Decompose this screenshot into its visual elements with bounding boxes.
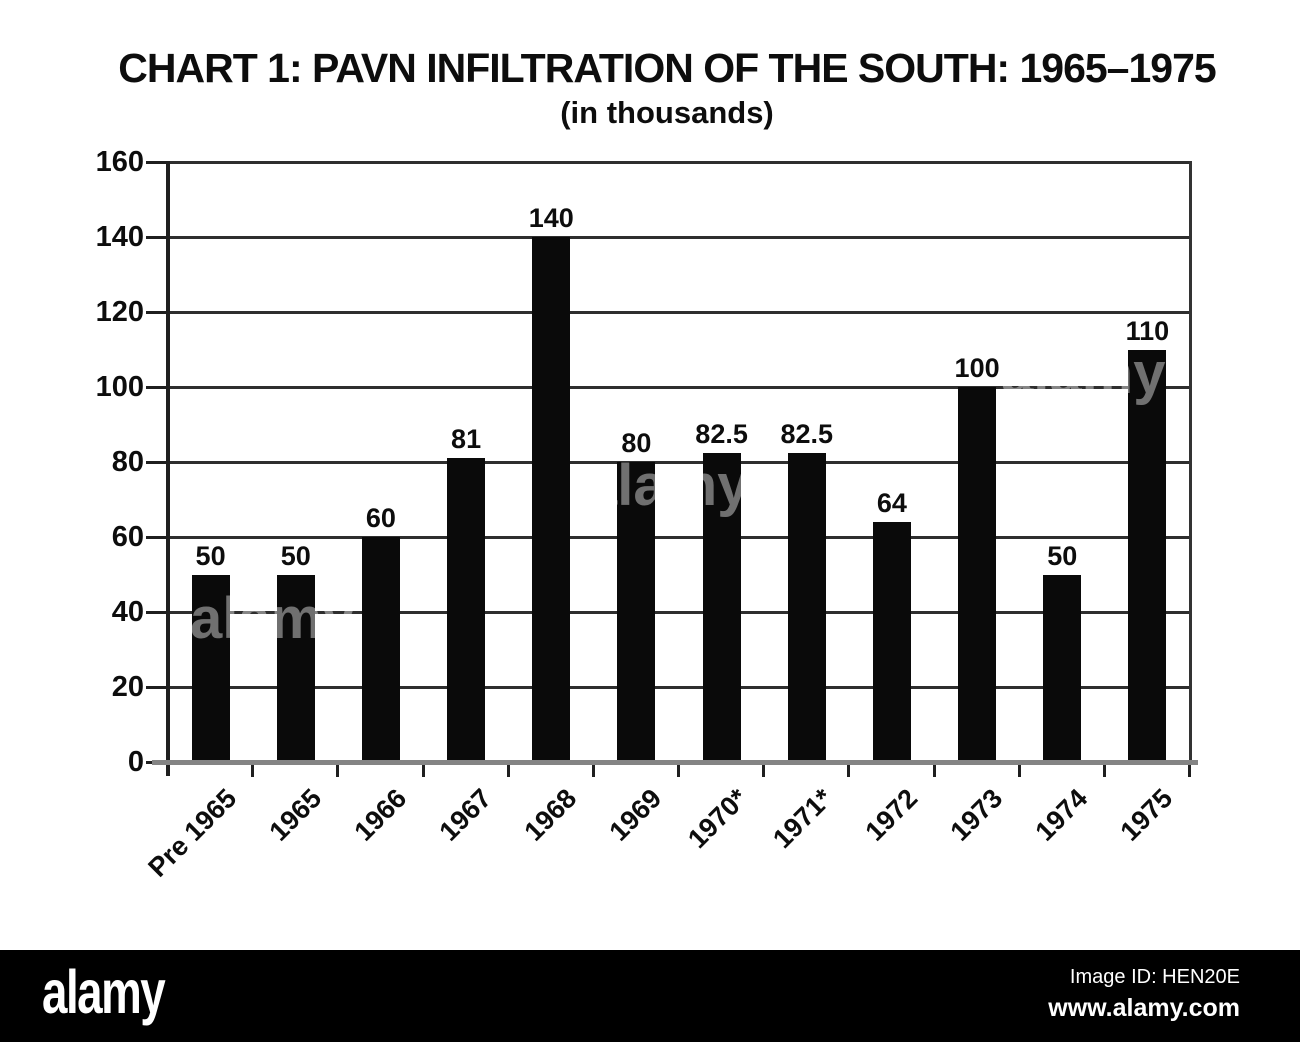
gridline-40 [168, 611, 1190, 614]
gridline-60 [168, 536, 1190, 539]
chart-subtitle: (in thousands) [560, 95, 774, 130]
watermark-image-id: Image ID: HEN20E [1069, 966, 1240, 988]
alamy-logo: alamy [42, 958, 166, 1026]
gridline-120 [168, 311, 1190, 314]
bar-value-label-3: 81 [451, 424, 482, 455]
watermark-url: www.alamy.com [1048, 994, 1240, 1022]
bar-value-label-10: 50 [1047, 540, 1078, 571]
y-axis-tick-160 [146, 161, 168, 164]
gridline-100 [168, 386, 1190, 389]
bar-value-label-11: 110 [1125, 315, 1170, 346]
y-axis-label-100: 100 [95, 371, 144, 403]
y-axis-label-40: 40 [111, 596, 144, 628]
x-axis-tick-5 [591, 765, 595, 777]
x-axis-tick-8 [847, 765, 851, 777]
bar-value-label-2: 60 [365, 503, 396, 533]
bar-1975 [1128, 349, 1167, 762]
x-axis-label-0: Pre 1965 [142, 783, 242, 883]
y-axis-label-160: 160 [95, 146, 144, 178]
gridline-20 [168, 686, 1190, 689]
x-axis-label-6: 1970* [681, 783, 753, 855]
x-axis-label-1: 1965 [263, 783, 327, 847]
bar-1968 [532, 237, 571, 762]
bar-1965 [276, 574, 315, 762]
bar-1967 [447, 458, 486, 762]
x-axis-tick-11 [1102, 765, 1106, 777]
x-axis-tick-4 [506, 765, 510, 777]
ghost-watermark-1: alamy [190, 586, 355, 651]
y-axis-tick-40 [146, 611, 168, 614]
y-axis-tick-60 [146, 536, 168, 539]
bar-value-label-5: 80 [621, 428, 652, 458]
x-axis-tick-10 [1017, 765, 1021, 777]
x-axis-tick-12 [1188, 765, 1191, 777]
y-axis-label-0: 0 [127, 746, 144, 778]
bar-value-label-7: 82.5 [780, 418, 834, 449]
x-axis-tick-2 [336, 765, 340, 777]
ghost-watermark-3: alamy [1001, 341, 1166, 406]
y-axis-label-20: 20 [111, 671, 144, 703]
bar-1974 [1043, 574, 1082, 762]
y-axis-label-60: 60 [111, 521, 144, 553]
bar-1969 [617, 462, 656, 762]
y-axis-label-80: 80 [111, 446, 144, 478]
ghost-watermark-2: alamy [585, 453, 750, 518]
y-axis-tick-100 [146, 386, 168, 389]
plot-right-border [1189, 161, 1192, 765]
x-axis-label-5: 1969 [603, 783, 668, 847]
y-axis-label-120: 120 [95, 296, 144, 328]
bar-1973 [958, 387, 997, 762]
x-axis-label-7: 1971* [766, 783, 838, 855]
gridline-140 [168, 236, 1190, 239]
bar-value-label-4: 140 [528, 203, 574, 233]
x-axis-baseline [152, 760, 1198, 765]
x-axis-tick-6 [677, 765, 680, 777]
bar-1966 [361, 537, 400, 762]
bar-value-label-0: 50 [195, 540, 226, 571]
x-axis-label-4: 1968 [518, 783, 583, 847]
x-axis-tick-1 [251, 765, 255, 777]
x-axis-tick-7 [762, 765, 766, 777]
watermark-info: Image ID: HEN20E www.alamy.com [1048, 966, 1240, 1021]
bar-value-label-8: 64 [876, 488, 907, 518]
x-axis-label-11: 1975 [1114, 783, 1179, 847]
gridline-80 [168, 461, 1190, 464]
x-axis-label-2: 1966 [348, 783, 413, 847]
x-axis-label-10: 1974 [1029, 783, 1094, 847]
x-axis-label-9: 1973 [944, 783, 1009, 847]
bar-1970- [702, 452, 741, 762]
y-axis-tick-140 [146, 236, 168, 239]
bar-value-label-6: 82.5 [695, 418, 748, 449]
y-axis-label-140: 140 [95, 221, 144, 253]
x-axis-label-3: 1967 [433, 783, 498, 847]
y-axis-tick-20 [146, 686, 168, 689]
watermark-bottom-bar [0, 950, 1300, 1042]
bar-pre-1965 [191, 574, 230, 762]
bar-1971- [787, 452, 826, 762]
gridline-160 [168, 161, 1190, 164]
y-axis-tick-80 [146, 461, 168, 464]
y-axis-tick-120 [146, 311, 168, 314]
x-axis-tick-9 [932, 765, 936, 777]
bar-1972 [872, 522, 911, 762]
chart-title: CHART 1: PAVN INFILTRATION OF THE SOUTH:… [118, 45, 1216, 91]
x-axis-tick-3 [421, 765, 425, 777]
bar-value-label-9: 100 [954, 353, 1000, 383]
bar-value-label-1: 50 [280, 540, 311, 571]
y-axis-line [166, 161, 170, 776]
x-axis-label-8: 1972 [859, 783, 924, 847]
